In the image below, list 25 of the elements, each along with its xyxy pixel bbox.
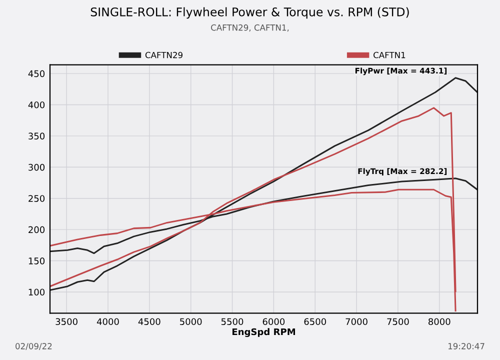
x-tick-label: 8000 <box>428 318 450 326</box>
y-tick-label: 300 <box>28 164 45 171</box>
x-tick-label: 7500 <box>387 318 409 326</box>
text: 02/09/22 <box>16 343 52 350</box>
x-tick-label: 5000 <box>180 318 202 326</box>
legend-label: CAFTN29 <box>145 52 182 58</box>
y-tick-label: 150 <box>28 258 45 264</box>
y-tick-label: 450 <box>28 70 45 78</box>
chart-subtitle: CAFTN29, CAFTN1, <box>211 24 289 32</box>
x-tick-label: 6000 <box>262 318 285 326</box>
y-tick-label: 350 <box>28 132 45 140</box>
chart-title: SINGLE-ROLL: Flywheel Power & Torque vs. RPM (STD) <box>90 7 409 19</box>
text: 19:20:47 <box>448 343 484 350</box>
y-tick-label: 250 <box>28 195 45 202</box>
y-tick-label: 100 <box>28 288 45 296</box>
x-tick-label: 3500 <box>56 318 78 326</box>
y-tick-label: 400 <box>28 101 45 108</box>
legend-label: CAFTN1 <box>374 52 406 58</box>
x-tick-label: 7000 <box>346 318 368 326</box>
x-tick-label: 5500 <box>221 318 244 326</box>
x-tick-label: 6500 <box>304 318 326 326</box>
x-tick-label: 4500 <box>138 318 160 326</box>
y-tick-label: 200 <box>28 226 45 234</box>
x-axis-title: EngSpd RPM <box>232 328 296 337</box>
x-tick-label: 4000 <box>96 318 119 326</box>
